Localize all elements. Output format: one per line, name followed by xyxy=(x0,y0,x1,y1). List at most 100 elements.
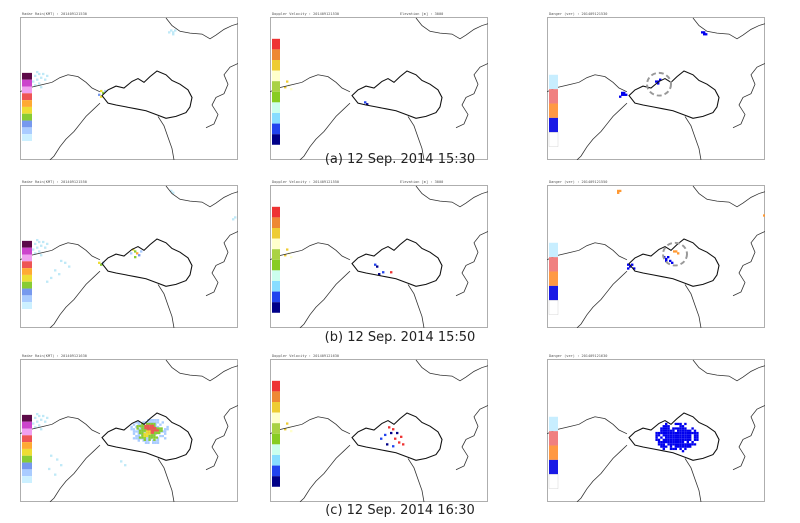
danger-core-cell-89 xyxy=(679,436,682,439)
velocity-colorbar-swatch-2 xyxy=(272,228,280,239)
danger-core-cell-87 xyxy=(679,431,682,435)
refl-mid-cell-28 xyxy=(148,434,151,437)
reflectivity-colorbar-swatch-7 xyxy=(22,120,32,128)
danger-core-cell-115 xyxy=(684,447,687,451)
refl-outer-cell-3 xyxy=(132,428,136,431)
danger-west-cell-0 xyxy=(621,91,624,95)
panel-velocity-3: Doppler Velocity : 201409121630 xyxy=(270,352,488,502)
reflectivity-colorbar-swatch-8 xyxy=(22,295,32,303)
danger-colorbar-swatch-0 xyxy=(549,74,558,90)
reflectivity-colorbar-swatch-5 xyxy=(22,448,32,456)
refl-west-cell-10 xyxy=(40,86,43,89)
danger-core-cell-143 xyxy=(696,436,699,439)
danger-core-cell-125 xyxy=(689,431,692,435)
refl-hot-cell-4 xyxy=(145,434,149,438)
border-west xyxy=(20,74,101,93)
vel-west-cell-2 xyxy=(284,254,287,257)
danger-core-cell-3 xyxy=(669,259,672,263)
velocity-colorbar-swatch-7 xyxy=(272,112,280,124)
danger-core-cell-40 xyxy=(667,434,670,437)
refl-outer-cell-12 xyxy=(137,421,140,424)
refl-north-cell-4 xyxy=(172,33,175,36)
danger-colorbar-swatch-4 xyxy=(548,300,559,315)
danger-core-cell-54 xyxy=(672,427,675,430)
danger-core-cell-123 xyxy=(686,445,689,448)
danger-core-cell-113 xyxy=(684,443,687,446)
danger-colorbar-swatch-4 xyxy=(548,132,559,147)
refl-outer-cell-55 xyxy=(149,421,152,424)
vel-core-cell-4 xyxy=(378,273,381,276)
danger-core-cell-144 xyxy=(696,438,699,441)
refl-outer-cell-2 xyxy=(132,423,136,426)
reflectivity-colorbar-swatch-1 xyxy=(22,247,32,255)
reflectivity-colorbar-swatch-0 xyxy=(22,240,32,248)
danger-core-cell-12 xyxy=(660,436,663,439)
velocity-colorbar-swatch-8 xyxy=(272,291,280,303)
border-southeast xyxy=(157,284,175,328)
refl-south-cell-3 xyxy=(54,269,57,272)
velocity-colorbar-swatch-0 xyxy=(272,380,280,392)
panel-title: Danger (ver) : 201409121530 xyxy=(549,12,607,16)
danger-north-cell-2 xyxy=(617,191,620,194)
refl-west-cell-0 xyxy=(36,238,39,242)
border-south xyxy=(576,270,628,328)
vel-west-cell-3 xyxy=(290,256,293,259)
danger-core-cell-55 xyxy=(672,429,675,432)
border-southeast xyxy=(157,116,175,160)
refl-hot-cell-5 xyxy=(148,430,151,433)
danger-core-cell-114 xyxy=(684,445,687,448)
refl-mid-cell-53 xyxy=(160,427,163,430)
refl-west-cell-2 xyxy=(34,74,37,78)
border-east xyxy=(205,405,238,471)
refl-west-cell-10 xyxy=(40,428,43,431)
refl-outer-cell-13 xyxy=(137,423,140,426)
border-east xyxy=(205,231,238,297)
danger-core-orange-cell-1 xyxy=(675,250,678,253)
vel-core-cell-1 xyxy=(392,428,395,431)
reflectivity-colorbar-swatch-7 xyxy=(22,462,32,470)
refl-west-cell-9 xyxy=(34,426,37,429)
danger-core-cell-32 xyxy=(665,436,668,439)
velocity-colorbar-swatch-2 xyxy=(272,402,280,413)
panel-title: Radar Rain(KMT) : 201409121630 xyxy=(22,354,87,358)
refl-mid-cell-29 xyxy=(148,436,151,439)
refl-hot-cell-2 xyxy=(145,430,149,433)
row-caption: (a) 12 Sep. 2014 15:30 xyxy=(324,152,476,167)
danger-core-cell-30 xyxy=(665,431,668,435)
refl-mid-cell-12 xyxy=(141,436,144,439)
refl-outer-cell-10 xyxy=(135,434,138,438)
refl-mid-cell-8 xyxy=(141,427,144,430)
refl-hot-cell-6 xyxy=(148,432,151,435)
panel-reflectivity-1: Radar Rain(KMT) : 201409121530 xyxy=(20,10,238,160)
vel-core-cell-1 xyxy=(376,265,379,268)
refl-mid-cell-52 xyxy=(158,431,161,435)
refl-outer-cell-19 xyxy=(137,439,140,442)
refl-north-cell-0 xyxy=(170,29,173,32)
danger-core-cell-70 xyxy=(674,443,677,446)
panel-title: Radar Rain(KMT) : 201409121530 xyxy=(22,12,87,16)
danger-core-cell-78 xyxy=(677,436,680,439)
refl-core-cell-15 xyxy=(154,429,157,432)
danger-core-cell-43 xyxy=(667,440,670,444)
refl-outer-cell-54 xyxy=(149,419,152,422)
map-frame xyxy=(547,185,765,328)
reflectivity-colorbar-swatch-2 xyxy=(22,86,32,94)
refl-south-cell-1 xyxy=(64,261,67,264)
refl-outer-cell-42 xyxy=(144,441,148,445)
danger-core-cell-120 xyxy=(686,438,689,441)
velocity-colorbar-swatch-0 xyxy=(272,206,280,218)
danger-core-cell-104 xyxy=(681,445,685,448)
danger-core-cell-96 xyxy=(681,427,685,430)
panel-danger-3: Danger (ver) : 201409121630 xyxy=(547,352,765,502)
danger-core-cell-59 xyxy=(672,438,675,441)
danger-core-cell-68 xyxy=(674,438,677,441)
refl-mid-cell-17 xyxy=(143,436,146,439)
border-north xyxy=(165,185,238,208)
refl-mid-cell-9 xyxy=(141,429,144,432)
refl-south-cell-4 xyxy=(54,473,57,476)
refl-west-cell-5 xyxy=(42,240,45,244)
danger-core-cell-66 xyxy=(674,434,677,437)
refl-outer-cell-97 xyxy=(164,437,167,440)
refl-outer-cell-99 xyxy=(166,428,169,431)
panel-title: Radar Rain(KMT) : 201409121550 xyxy=(22,180,87,184)
